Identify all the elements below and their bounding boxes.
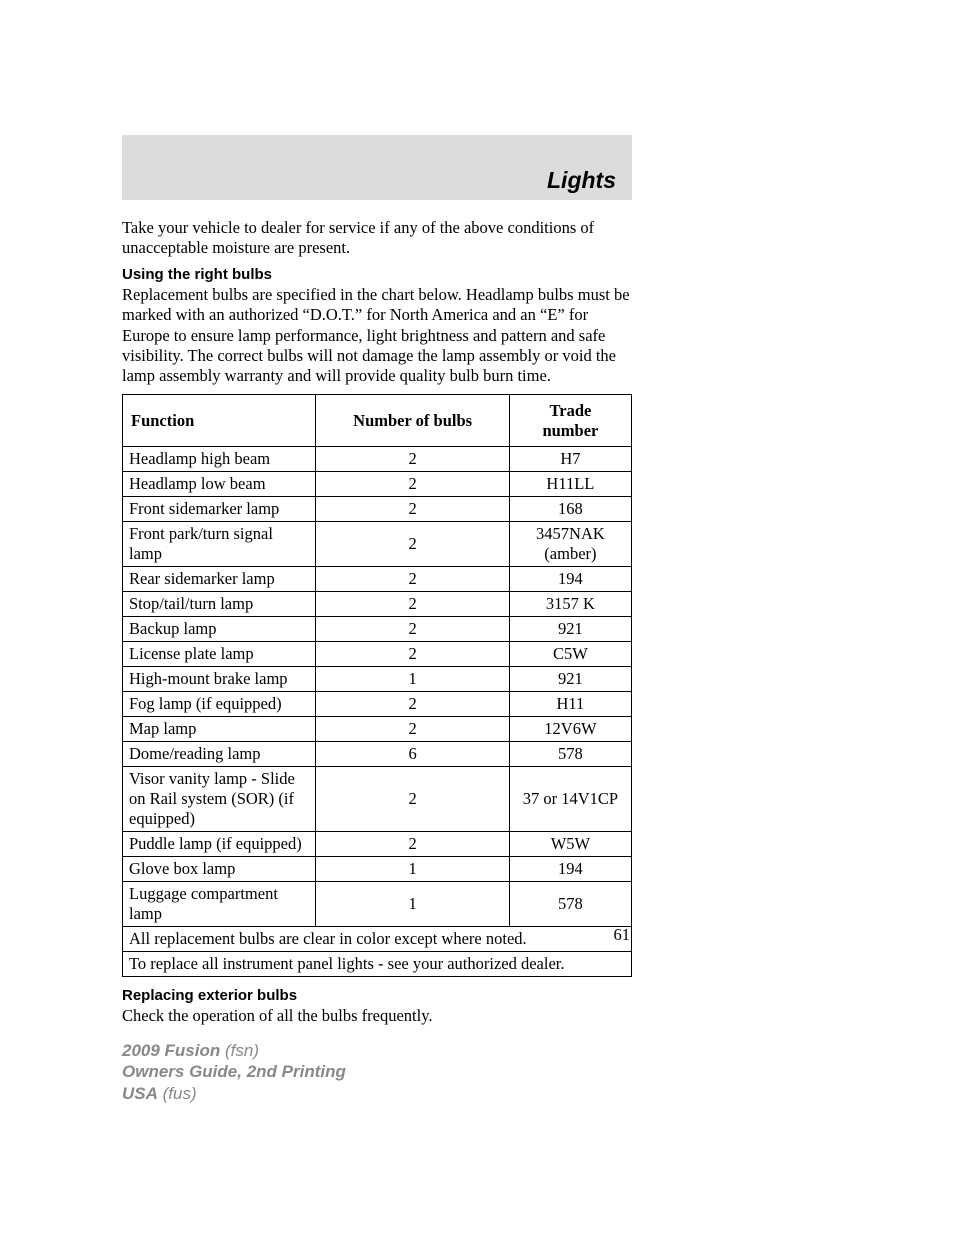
col-header-trade: Trade number: [509, 394, 631, 447]
cell-number: 2: [316, 717, 509, 742]
cell-function: Front sidemarker lamp: [123, 497, 316, 522]
cell-number: 2: [316, 617, 509, 642]
cell-number: 2: [316, 767, 509, 832]
cell-function: Rear sidemarker lamp: [123, 567, 316, 592]
cell-number: 2: [316, 447, 509, 472]
cell-function: High-mount brake lamp: [123, 667, 316, 692]
cell-function: Map lamp: [123, 717, 316, 742]
cell-number: 6: [316, 742, 509, 767]
table-row: Backup lamp2921: [123, 617, 632, 642]
cell-trade: 194: [509, 567, 631, 592]
footer-region: USA: [122, 1084, 158, 1103]
cell-trade: C5W: [509, 642, 631, 667]
subheading-using-bulbs: Using the right bulbs: [122, 266, 632, 283]
section-header-title: Lights: [547, 167, 616, 194]
table-row: Dome/reading lamp6578: [123, 742, 632, 767]
cell-function: Backup lamp: [123, 617, 316, 642]
cell-function: Luggage compartment lamp: [123, 882, 316, 927]
cell-number: 2: [316, 592, 509, 617]
using-bulbs-body: Replacement bulbs are specified in the c…: [122, 285, 632, 386]
cell-number: 2: [316, 567, 509, 592]
cell-number: 1: [316, 667, 509, 692]
cell-trade: H11: [509, 692, 631, 717]
cell-trade: 578: [509, 742, 631, 767]
table-row: Fog lamp (if equipped)2H11: [123, 692, 632, 717]
table-row: Luggage compartment lamp1578: [123, 882, 632, 927]
cell-trade: W5W: [509, 832, 631, 857]
cell-function: Visor vanity lamp - Slide on Rail system…: [123, 767, 316, 832]
cell-trade: 3457NAK (amber): [509, 522, 631, 567]
footer-line-2: Owners Guide, 2nd Printing: [122, 1061, 346, 1082]
cell-number: 2: [316, 497, 509, 522]
table-row: Glove box lamp1194: [123, 857, 632, 882]
subheading-replacing-bulbs: Replacing exterior bulbs: [122, 987, 632, 1004]
table-row: Puddle lamp (if equipped)2W5W: [123, 832, 632, 857]
cell-trade: 12V6W: [509, 717, 631, 742]
table-note-row: To replace all instrument panel lights -…: [123, 952, 632, 977]
table-row: Stop/tail/turn lamp23157 K: [123, 592, 632, 617]
intro-paragraph: Take your vehicle to dealer for service …: [122, 218, 632, 258]
cell-trade: 3157 K: [509, 592, 631, 617]
cell-trade: H7: [509, 447, 631, 472]
footer-code-1: (fsn): [220, 1041, 259, 1060]
table-row: Front park/turn signal lamp23457NAK (amb…: [123, 522, 632, 567]
cell-function: Stop/tail/turn lamp: [123, 592, 316, 617]
table-note-row: All replacement bulbs are clear in color…: [123, 927, 632, 952]
footer-line-3: USA (fus): [122, 1083, 346, 1104]
table-row: Headlamp high beam2H7: [123, 447, 632, 472]
table-row: High-mount brake lamp1921: [123, 667, 632, 692]
page-content: Take your vehicle to dealer for service …: [122, 218, 632, 1033]
cell-function: Front park/turn signal lamp: [123, 522, 316, 567]
table-row: Map lamp212V6W: [123, 717, 632, 742]
table-note-cell: To replace all instrument panel lights -…: [123, 952, 632, 977]
cell-trade: H11LL: [509, 472, 631, 497]
footer-line-1: 2009 Fusion (fsn): [122, 1040, 346, 1061]
cell-function: License plate lamp: [123, 642, 316, 667]
cell-function: Fog lamp (if equipped): [123, 692, 316, 717]
page-number: 61: [614, 925, 631, 945]
table-row: License plate lamp2C5W: [123, 642, 632, 667]
cell-trade: 921: [509, 617, 631, 642]
table-header-row: Function Number of bulbs Trade number: [123, 394, 632, 447]
replacing-bulbs-body: Check the operation of all the bulbs fre…: [122, 1006, 632, 1026]
footer-code-2: (fus): [158, 1084, 197, 1103]
table-row: Visor vanity lamp - Slide on Rail system…: [123, 767, 632, 832]
cell-function: Glove box lamp: [123, 857, 316, 882]
cell-trade: 168: [509, 497, 631, 522]
table-note-cell: All replacement bulbs are clear in color…: [123, 927, 632, 952]
table-row: Rear sidemarker lamp2194: [123, 567, 632, 592]
table-row: Headlamp low beam2H11LL: [123, 472, 632, 497]
cell-trade: 194: [509, 857, 631, 882]
cell-number: 1: [316, 857, 509, 882]
col-header-function: Function: [123, 394, 316, 447]
cell-function: Dome/reading lamp: [123, 742, 316, 767]
footer-model: 2009 Fusion: [122, 1041, 220, 1060]
cell-number: 2: [316, 472, 509, 497]
footer-block: 2009 Fusion (fsn) Owners Guide, 2nd Prin…: [122, 1040, 346, 1104]
cell-function: Headlamp low beam: [123, 472, 316, 497]
cell-number: 2: [316, 522, 509, 567]
cell-function: Puddle lamp (if equipped): [123, 832, 316, 857]
col-header-number: Number of bulbs: [316, 394, 509, 447]
bulb-spec-table: Function Number of bulbs Trade number He…: [122, 394, 632, 978]
cell-function: Headlamp high beam: [123, 447, 316, 472]
cell-number: 1: [316, 882, 509, 927]
cell-trade: 578: [509, 882, 631, 927]
cell-number: 2: [316, 692, 509, 717]
cell-number: 2: [316, 832, 509, 857]
cell-trade: 37 or 14V1CP: [509, 767, 631, 832]
cell-number: 2: [316, 642, 509, 667]
cell-trade: 921: [509, 667, 631, 692]
table-row: Front sidemarker lamp2168: [123, 497, 632, 522]
section-header-band: Lights: [122, 135, 632, 200]
